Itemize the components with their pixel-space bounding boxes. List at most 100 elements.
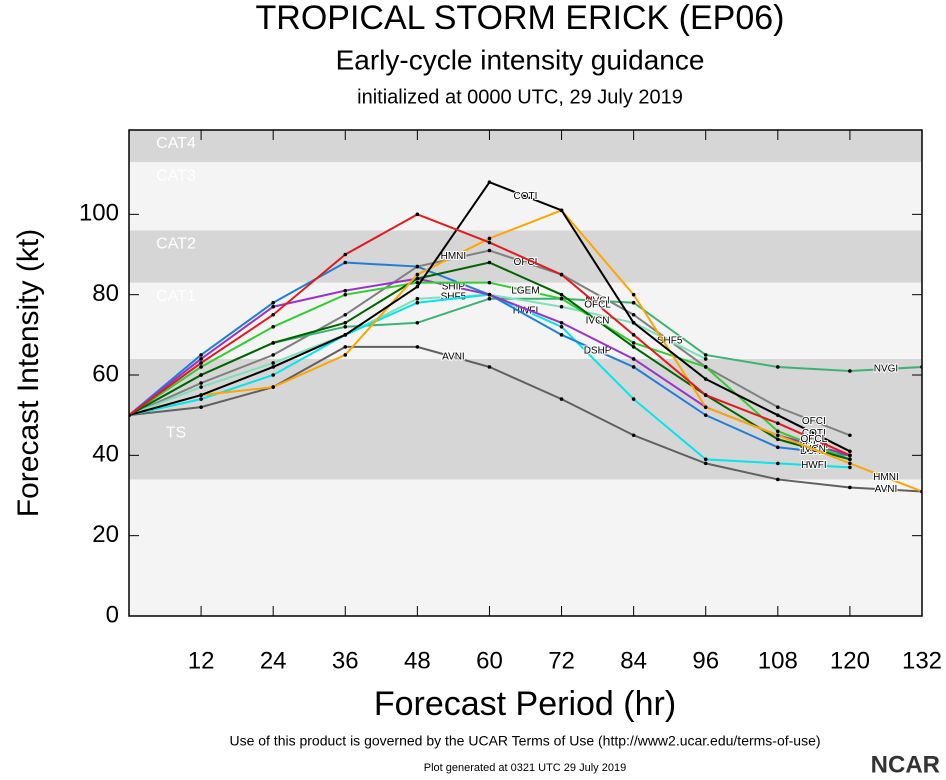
x-tick-label: 108 xyxy=(758,647,798,674)
data-point xyxy=(703,365,708,369)
data-point xyxy=(703,353,708,357)
x-tick-label: 84 xyxy=(620,647,647,674)
series-group: AVNIAVNIOFCIOFCINVGINVGISHF5SHF5HWFIHWFI… xyxy=(129,180,922,496)
data-point xyxy=(487,180,492,185)
y-tick-label: 40 xyxy=(92,441,119,468)
data-point xyxy=(199,365,203,369)
data-point xyxy=(848,461,852,466)
data-point xyxy=(703,413,708,417)
data-point xyxy=(631,357,636,361)
series-label: OFCI xyxy=(802,416,826,427)
data-point xyxy=(848,369,852,373)
data-point xyxy=(343,353,348,357)
series-label: AVNI xyxy=(875,484,898,495)
data-point xyxy=(343,345,348,349)
x-tick-label: 24 xyxy=(260,647,287,674)
data-point xyxy=(271,365,275,369)
band-label: TS xyxy=(166,424,186,441)
data-point xyxy=(415,276,420,281)
data-point xyxy=(415,300,420,305)
series-label: OFCI xyxy=(514,257,538,268)
band-label: CAT3 xyxy=(156,167,196,184)
data-point xyxy=(559,397,564,401)
data-point xyxy=(776,365,780,369)
data-point xyxy=(487,280,492,285)
band-label: CAT4 xyxy=(156,135,196,152)
data-point xyxy=(415,272,420,277)
data-point xyxy=(487,240,492,245)
y-tick-label: 60 xyxy=(92,360,119,387)
data-point xyxy=(631,365,636,369)
series-label: SHF5 xyxy=(657,336,683,347)
data-point xyxy=(631,300,636,305)
series-label: AVNI xyxy=(442,352,465,363)
data-point xyxy=(703,377,708,381)
data-point xyxy=(559,333,564,337)
plot-clip: TS CAT1 CAT2 CAT3 CAT4 AVNI AVNI OFCI OFCI NVGI NV… xyxy=(129,130,922,616)
series-label: HWFI xyxy=(513,305,539,316)
data-point xyxy=(487,248,492,253)
chart-title: TROPICAL STORM ERICK (EP06) xyxy=(256,0,785,37)
data-point xyxy=(703,393,708,397)
y-tick-label: 80 xyxy=(92,280,119,307)
intensity-band xyxy=(129,282,922,359)
logo: NCAR xyxy=(871,751,940,778)
data-point xyxy=(415,212,420,217)
series-line xyxy=(129,345,922,493)
data-point xyxy=(415,264,420,269)
data-point xyxy=(271,341,275,345)
data-point xyxy=(631,397,636,401)
plot-frame xyxy=(128,129,923,617)
data-point xyxy=(559,296,564,301)
x-tick-label: 12 xyxy=(188,647,215,674)
data-point xyxy=(415,320,420,325)
data-point xyxy=(559,272,564,277)
data-point xyxy=(776,433,780,438)
data-point xyxy=(199,373,203,377)
data-point xyxy=(487,292,492,297)
x-tick-label: 132 xyxy=(902,647,942,674)
data-point xyxy=(848,449,852,454)
data-point xyxy=(343,292,348,297)
chart-subtitle: Early-cycle intensity guidance xyxy=(336,44,705,75)
data-point xyxy=(343,288,348,293)
data-point xyxy=(487,260,492,265)
data-point xyxy=(271,312,275,317)
x-tick-label: 48 xyxy=(404,647,431,674)
series-label: NVGI xyxy=(874,364,898,375)
data-point xyxy=(631,320,636,325)
data-point xyxy=(199,385,203,389)
series-label: DSHP xyxy=(584,346,612,357)
data-point xyxy=(199,381,203,385)
series-label: IVCN xyxy=(586,315,610,326)
series-label: HWFI xyxy=(801,460,827,471)
series-line xyxy=(129,209,922,493)
footer: Use of this product is governed by the U… xyxy=(229,733,820,749)
data-point xyxy=(199,357,203,361)
data-point xyxy=(559,292,564,297)
init-time: initialized at 0000 UTC, 29 July 2019 xyxy=(357,86,683,108)
data-point xyxy=(343,320,348,325)
intensity-band xyxy=(129,130,922,163)
series-label: HMNI xyxy=(873,472,899,483)
series-label: NVGI xyxy=(585,295,609,306)
data-point xyxy=(848,433,852,438)
data-point xyxy=(703,457,708,462)
data-point xyxy=(199,353,203,357)
generated-time: Plot generated at 0321 UTC 29 July 2019 xyxy=(424,762,626,774)
data-point xyxy=(271,385,275,389)
data-point xyxy=(343,312,348,317)
data-point xyxy=(848,465,852,470)
data-point xyxy=(343,333,348,337)
data-point xyxy=(776,429,780,434)
data-point xyxy=(848,453,852,458)
series-label: LGEM xyxy=(511,285,539,296)
data-point xyxy=(415,296,420,301)
data-point xyxy=(271,361,275,365)
data-point xyxy=(703,405,708,409)
data-point xyxy=(415,284,420,289)
intensity-band xyxy=(129,230,922,283)
data-point xyxy=(559,320,564,325)
data-point xyxy=(415,345,420,349)
